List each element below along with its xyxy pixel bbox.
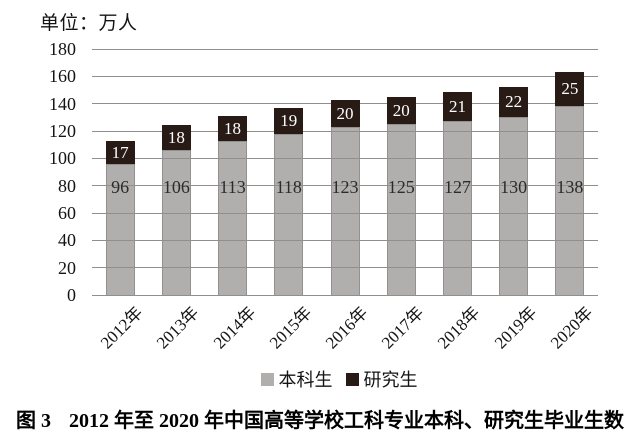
bar-value-label-undergrad: 113	[219, 177, 246, 197]
bar-column: 18 106	[161, 125, 191, 295]
grid-line	[92, 212, 598, 214]
legend-label-undergrad: 本科生	[278, 370, 333, 390]
unit-label: 单位：万人	[40, 13, 138, 34]
y-tick-label: 100	[49, 148, 76, 169]
bar-value-label-grad: 20	[330, 100, 360, 127]
grid-line	[92, 157, 598, 159]
y-tick-label: 140	[49, 93, 76, 114]
bar-column: 19 118	[274, 108, 304, 295]
bar-value-label-undergrad: 130	[500, 177, 528, 197]
grid-line	[92, 294, 598, 296]
bar-value-label-grad: 21	[442, 92, 472, 121]
legend-swatch-grad	[345, 372, 359, 386]
y-tick-label: 160	[49, 66, 76, 87]
bar-segment-undergrad	[161, 150, 191, 295]
legend-item-undergrad: 本科生	[260, 366, 333, 392]
legend: 本科生 研究生	[19, 366, 640, 392]
y-tick-label: 40	[58, 230, 76, 251]
bar-column: 22 130	[499, 87, 529, 295]
y-tick-label: 20	[58, 257, 76, 278]
bar-column: 18 113	[218, 116, 248, 295]
bar-segment-undergrad	[555, 106, 585, 295]
grid-line	[92, 48, 598, 50]
y-tick-label: 120	[49, 121, 76, 141]
bar-segment-undergrad	[330, 127, 360, 295]
bar-column: 20 125	[386, 97, 416, 295]
caption-text: 2012 年至 2020 年中国高等学校工科专业本科、研究生毕业生数	[69, 410, 624, 432]
bar-value-label-undergrad: 127	[443, 177, 471, 197]
caption-number: 图 3	[16, 410, 51, 432]
bar-value-label-undergrad: 118	[275, 177, 302, 197]
legend-swatch-undergrad	[260, 372, 274, 386]
grid-line	[92, 75, 598, 77]
bar-segment-undergrad	[499, 117, 529, 295]
bar-value-label-undergrad: 125	[387, 177, 415, 197]
bar-segment-undergrad	[218, 141, 248, 295]
bar-value-label-undergrad: 138	[556, 177, 584, 197]
bar-segment-undergrad	[386, 124, 416, 295]
bar-column: 21 127	[442, 92, 472, 295]
bar-value-label-grad: 18	[161, 125, 191, 150]
y-tick-label: 60	[58, 203, 76, 223]
figure-caption: 图 3 2012 年至 2020 年中国高等学校工科专业本科、研究生毕业生数	[0, 404, 640, 433]
bar-column: 20 123	[330, 100, 360, 295]
bar-segment-undergrad	[274, 134, 304, 295]
bar-value-label-undergrad: 96	[111, 177, 130, 197]
bar-value-label-grad: 19	[274, 108, 304, 134]
grid-line	[92, 185, 598, 187]
bar-value-label-grad: 22	[499, 87, 529, 117]
grid-line	[92, 239, 598, 241]
legend-label-grad: 研究生	[363, 370, 418, 390]
plot-area: 17 96 2012年 18 106 2013年 18 113 2014年 19 118 2015年 2…	[92, 48, 598, 352]
grid-line	[92, 267, 598, 269]
grid-line	[92, 130, 598, 132]
bar-value-label-grad: 17	[105, 141, 135, 164]
y-tick-label: 80	[58, 175, 76, 196]
bar-column: 25 138	[555, 72, 585, 295]
bar-value-label-grad: 18	[218, 116, 248, 141]
bar-column: 17 96	[105, 141, 135, 295]
bar-value-label-grad: 25	[555, 72, 585, 106]
y-tick-label: 0	[67, 285, 76, 305]
bar-value-label-undergrad: 106	[162, 177, 190, 197]
y-tick-label: 180	[49, 39, 76, 59]
legend-item-grad: 研究生	[345, 366, 418, 392]
bar-segment-undergrad	[442, 121, 472, 295]
bar-value-label-undergrad: 123	[331, 177, 359, 197]
bar-value-label-grad: 20	[386, 97, 416, 124]
